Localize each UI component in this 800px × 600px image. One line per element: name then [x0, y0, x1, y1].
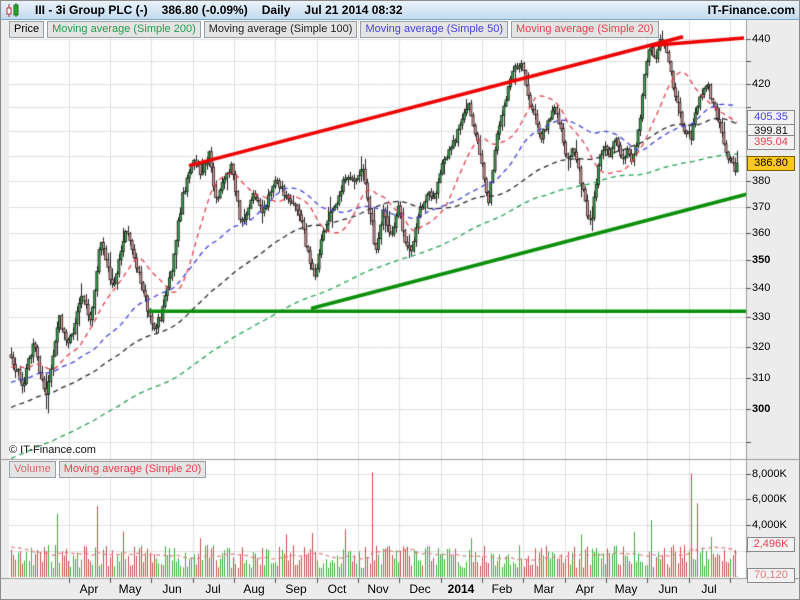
- legend-chip-volume-ma20[interactable]: Moving average (Simple 20): [58, 461, 207, 478]
- price-pane-legend: Price Moving average (Simple 200) Moving…: [9, 21, 662, 38]
- legend-chip-volume[interactable]: Volume: [9, 461, 56, 478]
- legend-chip-ma200[interactable]: Moving average (Simple 200): [47, 21, 201, 38]
- datetime-label: Jul 21 2014 08:32: [304, 3, 403, 17]
- volume-pane-legend: Volume Moving average (Simple 20): [9, 461, 209, 478]
- legend-chip-price[interactable]: Price: [9, 21, 45, 38]
- legend-chip-ma100[interactable]: Moving average (Simple 100): [203, 21, 358, 38]
- symbol-title: III - 3i Group PLC (-): [35, 3, 148, 17]
- candlestick-icon: [5, 2, 21, 18]
- legend-chip-ma20[interactable]: Moving average (Simple 20): [511, 21, 659, 38]
- legend-chip-ma50[interactable]: Moving average (Simple 50): [360, 21, 509, 38]
- brand-label: IT-Finance.com: [707, 3, 795, 17]
- timeframe-label: Daily: [261, 3, 291, 17]
- last-price-change: 386.80 (-0.09%): [161, 3, 248, 17]
- title-bar: III - 3i Group PLC (-) 386.80 (-0.09%) D…: [1, 1, 799, 20]
- watermark: © IT-Finance.com: [9, 444, 96, 456]
